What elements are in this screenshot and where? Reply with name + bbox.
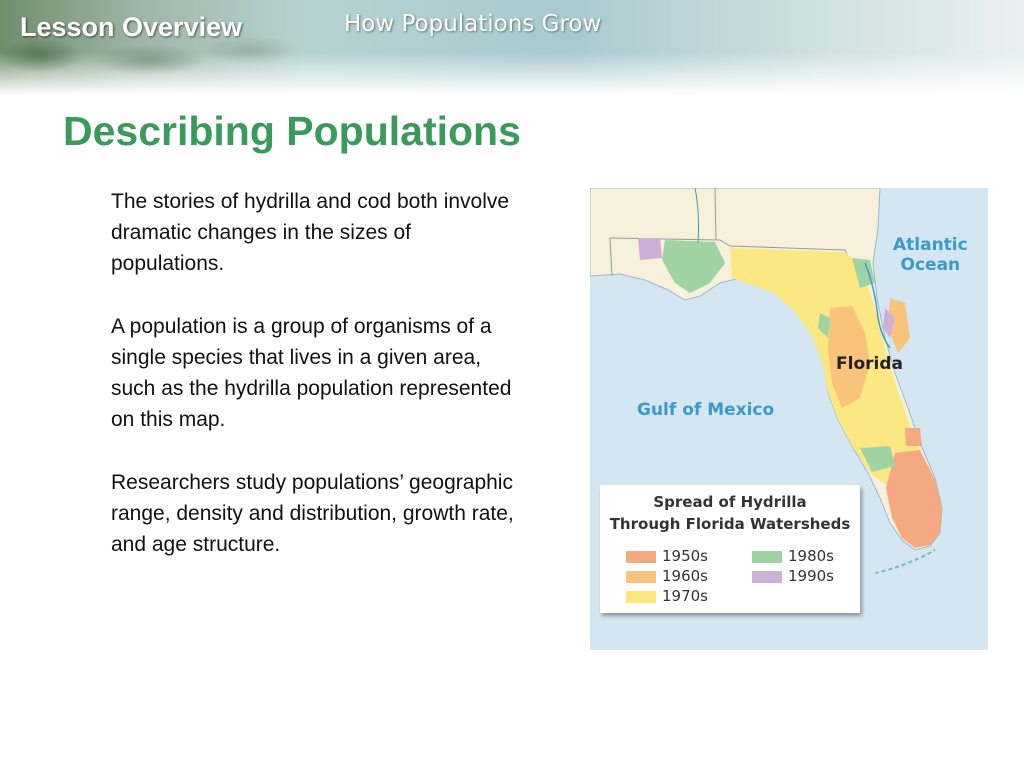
region-1950s	[905, 428, 922, 446]
legend-title: Spread of Hydrilla Through Florida Water…	[600, 491, 860, 535]
region-1980s	[852, 258, 875, 288]
legend-label-1970s: 1970s	[662, 587, 708, 605]
gulf-of-mexico-label: Gulf of Mexico	[637, 400, 775, 420]
legend-swatch-1970s	[626, 590, 656, 603]
florida-hydrilla-map: Atlantic Ocean Gulf of Mexico Florida Sp…	[590, 188, 988, 650]
legend-item-1970s: 1970s	[626, 587, 708, 605]
river	[864, 262, 891, 349]
legend-label-1960s: 1960s	[662, 567, 708, 585]
unit-title: How Populations Grow	[344, 11, 602, 37]
region-1980s	[818, 313, 830, 338]
florida-label: Florida	[836, 354, 903, 374]
legend-label-1990s: 1990s	[788, 567, 834, 585]
legend-title-line2: Through Florida Watersheds	[609, 515, 851, 533]
paragraph-1: The stories of hydrilla and cod both inv…	[111, 190, 510, 275]
legend-swatch-1980s	[752, 550, 782, 563]
river	[694, 188, 700, 244]
paragraph-2: A population is a group of organisms of …	[111, 315, 512, 431]
legend-swatch-1950s	[626, 550, 656, 563]
map-legend: Spread of Hydrilla Through Florida Water…	[600, 485, 860, 613]
legend-swatch-1960s	[626, 570, 656, 583]
region-1960s	[828, 306, 870, 408]
section-label: Lesson Overview	[20, 12, 243, 42]
slide-body: The stories of hydrilla and cod both inv…	[111, 186, 521, 592]
legend-item-1960s: 1960s	[626, 567, 708, 585]
atlantic-ocean-label: Atlantic Ocean	[893, 235, 968, 275]
region-1950s	[886, 450, 942, 548]
legend-item-1980s: 1980s	[752, 547, 834, 565]
region-1970s	[730, 248, 920, 488]
paragraph-3: Researchers study populations’ geographi…	[111, 471, 514, 556]
legend-item-1990s: 1990s	[752, 567, 834, 585]
region-1980s	[860, 446, 895, 472]
atlantic-label-line2: Ocean	[900, 255, 961, 275]
legend-title-line1: Spread of Hydrilla	[653, 493, 807, 511]
region-1960s	[888, 298, 910, 353]
legend-label-1980s: 1980s	[788, 547, 834, 565]
region-1980s	[662, 240, 725, 293]
atlantic-label-line1: Atlantic	[893, 235, 968, 255]
slide-title: Describing Populations	[63, 108, 521, 154]
state-border	[609, 237, 613, 277]
region-1990s	[883, 308, 895, 338]
map-graphic	[590, 188, 943, 574]
header-foliage-image	[0, 0, 300, 80]
header-banner: Lesson Overview How Populations Grow	[0, 0, 1024, 95]
legend-label-1950s: 1950s	[662, 547, 708, 565]
legend-swatch-1990s	[752, 570, 782, 583]
state-border	[714, 188, 717, 241]
florida-keys	[874, 549, 936, 574]
region-1990s	[638, 238, 662, 260]
legend-item-1950s: 1950s	[626, 547, 708, 565]
